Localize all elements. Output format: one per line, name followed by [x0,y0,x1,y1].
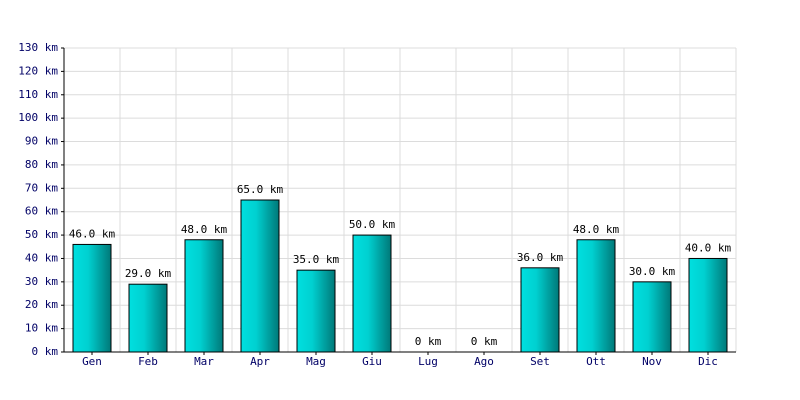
value-label: 30.0 km [629,265,676,278]
y-tick-label: 60 km [25,205,58,218]
value-label: 35.0 km [293,253,340,266]
value-label: 50.0 km [349,218,396,231]
y-tick-label: 50 km [25,228,58,241]
value-label: 48.0 km [573,223,620,236]
x-tick-label: Gen [82,355,102,368]
y-tick-label: 0 km [32,345,59,358]
value-label: 0 km [415,335,442,348]
bar [352,234,392,353]
y-tick-label: 130 km [18,41,58,54]
value-label: 36.0 km [517,251,564,264]
x-tick-label: Giu [362,355,382,368]
value-label: 29.0 km [125,267,172,280]
bar [688,257,728,353]
bar [296,269,336,353]
bar [128,283,168,353]
x-tick-label: Feb [138,355,158,368]
value-label: 40.0 km [685,241,732,254]
y-tick-label: 120 km [18,64,58,77]
value-label: 48.0 km [181,223,228,236]
y-tick-label: 100 km [18,111,58,124]
x-tick-label: Set [530,355,550,368]
value-label: 65.0 km [237,183,284,196]
y-tick-label: 70 km [25,181,58,194]
y-tick-label: 90 km [25,135,58,148]
y-tick-label: 20 km [25,298,58,311]
y-tick-label: 80 km [25,158,58,171]
value-label: 0 km [471,335,498,348]
bar [576,239,616,353]
bar [240,199,280,353]
x-tick-label: Mar [194,355,214,368]
y-tick-label: 110 km [18,88,58,101]
y-tick-label: 10 km [25,322,58,335]
x-tick-label: Ago [474,355,494,368]
bar [72,243,112,353]
x-tick-label: Dic [698,355,718,368]
y-tick-label: 30 km [25,275,58,288]
x-tick-label: Ott [586,355,606,368]
bar [520,267,560,353]
y-tick-label: 40 km [25,251,58,264]
x-tick-label: Nov [642,355,662,368]
bar [184,239,224,353]
bar [632,281,672,353]
value-label: 46.0 km [69,227,116,240]
x-tick-label: Apr [250,355,270,368]
x-tick-label: Lug [418,355,438,368]
x-tick-label: Mag [306,355,326,368]
